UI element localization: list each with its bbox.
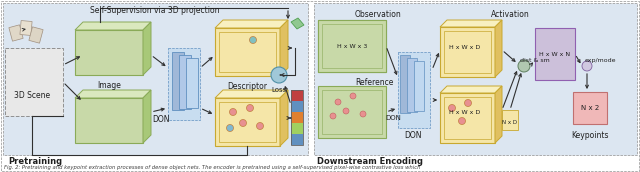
Text: H x W x 3: H x W x 3 [337,44,367,49]
Text: Fig. 2: Pretraining and keypoint extraction processes of dense object nets. The : Fig. 2: Pretraining and keypoint extract… [4,165,420,170]
Bar [219,102,276,142]
Text: Keypoints: Keypoints [572,131,609,139]
Polygon shape [29,27,43,43]
Circle shape [239,120,246,126]
Bar [75,98,143,143]
Bar [291,101,303,112]
Text: Activation: Activation [491,9,529,19]
Text: Self-Supervision via 3D projection: Self-Supervision via 3D projection [90,6,220,14]
Polygon shape [440,20,502,27]
Text: H x W x N: H x W x N [540,51,571,56]
Polygon shape [75,22,151,30]
Circle shape [257,122,264,130]
Bar [3,3,308,155]
Polygon shape [143,22,151,75]
Bar [407,58,417,112]
Bar [398,52,430,128]
Bar [168,48,200,120]
Text: DON: DON [404,131,422,139]
Bar [219,32,276,72]
Circle shape [350,93,356,99]
Bar [5,48,63,116]
Text: Observation: Observation [355,9,402,19]
Bar [291,134,303,145]
Text: exp/mode: exp/mode [584,57,616,62]
Polygon shape [215,90,288,98]
Bar [573,92,607,124]
Bar [314,3,637,155]
Text: H x W x D: H x W x D [449,110,481,116]
Bar [440,27,495,77]
Bar [322,90,382,134]
Polygon shape [440,86,502,93]
Text: Downstream Encoding: Downstream Encoding [317,158,423,166]
Bar [322,24,382,68]
Bar [502,110,518,130]
Text: Reference: Reference [355,78,394,87]
Circle shape [465,99,472,106]
Bar [444,31,491,73]
Text: dist & sm: dist & sm [520,57,550,62]
Text: Loss: Loss [271,87,287,93]
Polygon shape [495,86,502,143]
Bar [318,20,386,72]
Polygon shape [143,90,151,143]
Circle shape [246,105,253,111]
Bar [414,61,424,111]
Text: Image: Image [97,80,121,89]
Circle shape [330,113,336,119]
Polygon shape [20,20,32,35]
Circle shape [360,111,366,117]
Bar [444,97,491,139]
Bar [291,123,303,134]
Polygon shape [495,20,502,77]
Bar [215,98,280,146]
Bar [535,28,575,80]
Circle shape [458,117,465,125]
Bar [75,30,143,75]
Circle shape [230,109,237,116]
Bar [440,93,495,143]
Polygon shape [9,25,23,41]
Text: DON: DON [385,115,401,121]
Bar [172,52,184,110]
Bar [400,55,410,113]
Text: 3D Scene: 3D Scene [14,92,50,100]
Text: H x W x D: H x W x D [449,45,481,50]
Polygon shape [280,20,288,76]
Circle shape [582,61,592,71]
Bar [179,55,191,109]
Text: N x 2: N x 2 [581,105,599,111]
Circle shape [335,99,341,105]
Text: N x D: N x D [502,121,518,126]
Polygon shape [75,90,151,98]
Circle shape [227,125,234,132]
Bar [186,58,198,108]
Bar [318,86,386,138]
Circle shape [449,105,456,111]
Bar [291,90,303,145]
Polygon shape [280,90,288,146]
Bar [291,112,303,123]
Bar [215,28,280,76]
Circle shape [343,108,349,114]
Circle shape [518,60,530,72]
Circle shape [271,67,287,83]
Bar [318,20,386,72]
Circle shape [250,36,257,44]
Bar [291,90,303,101]
Text: DON: DON [152,116,170,125]
Text: Descriptor: Descriptor [227,82,267,90]
Polygon shape [291,18,304,29]
Polygon shape [215,20,288,28]
Text: Pretraining: Pretraining [8,158,62,166]
